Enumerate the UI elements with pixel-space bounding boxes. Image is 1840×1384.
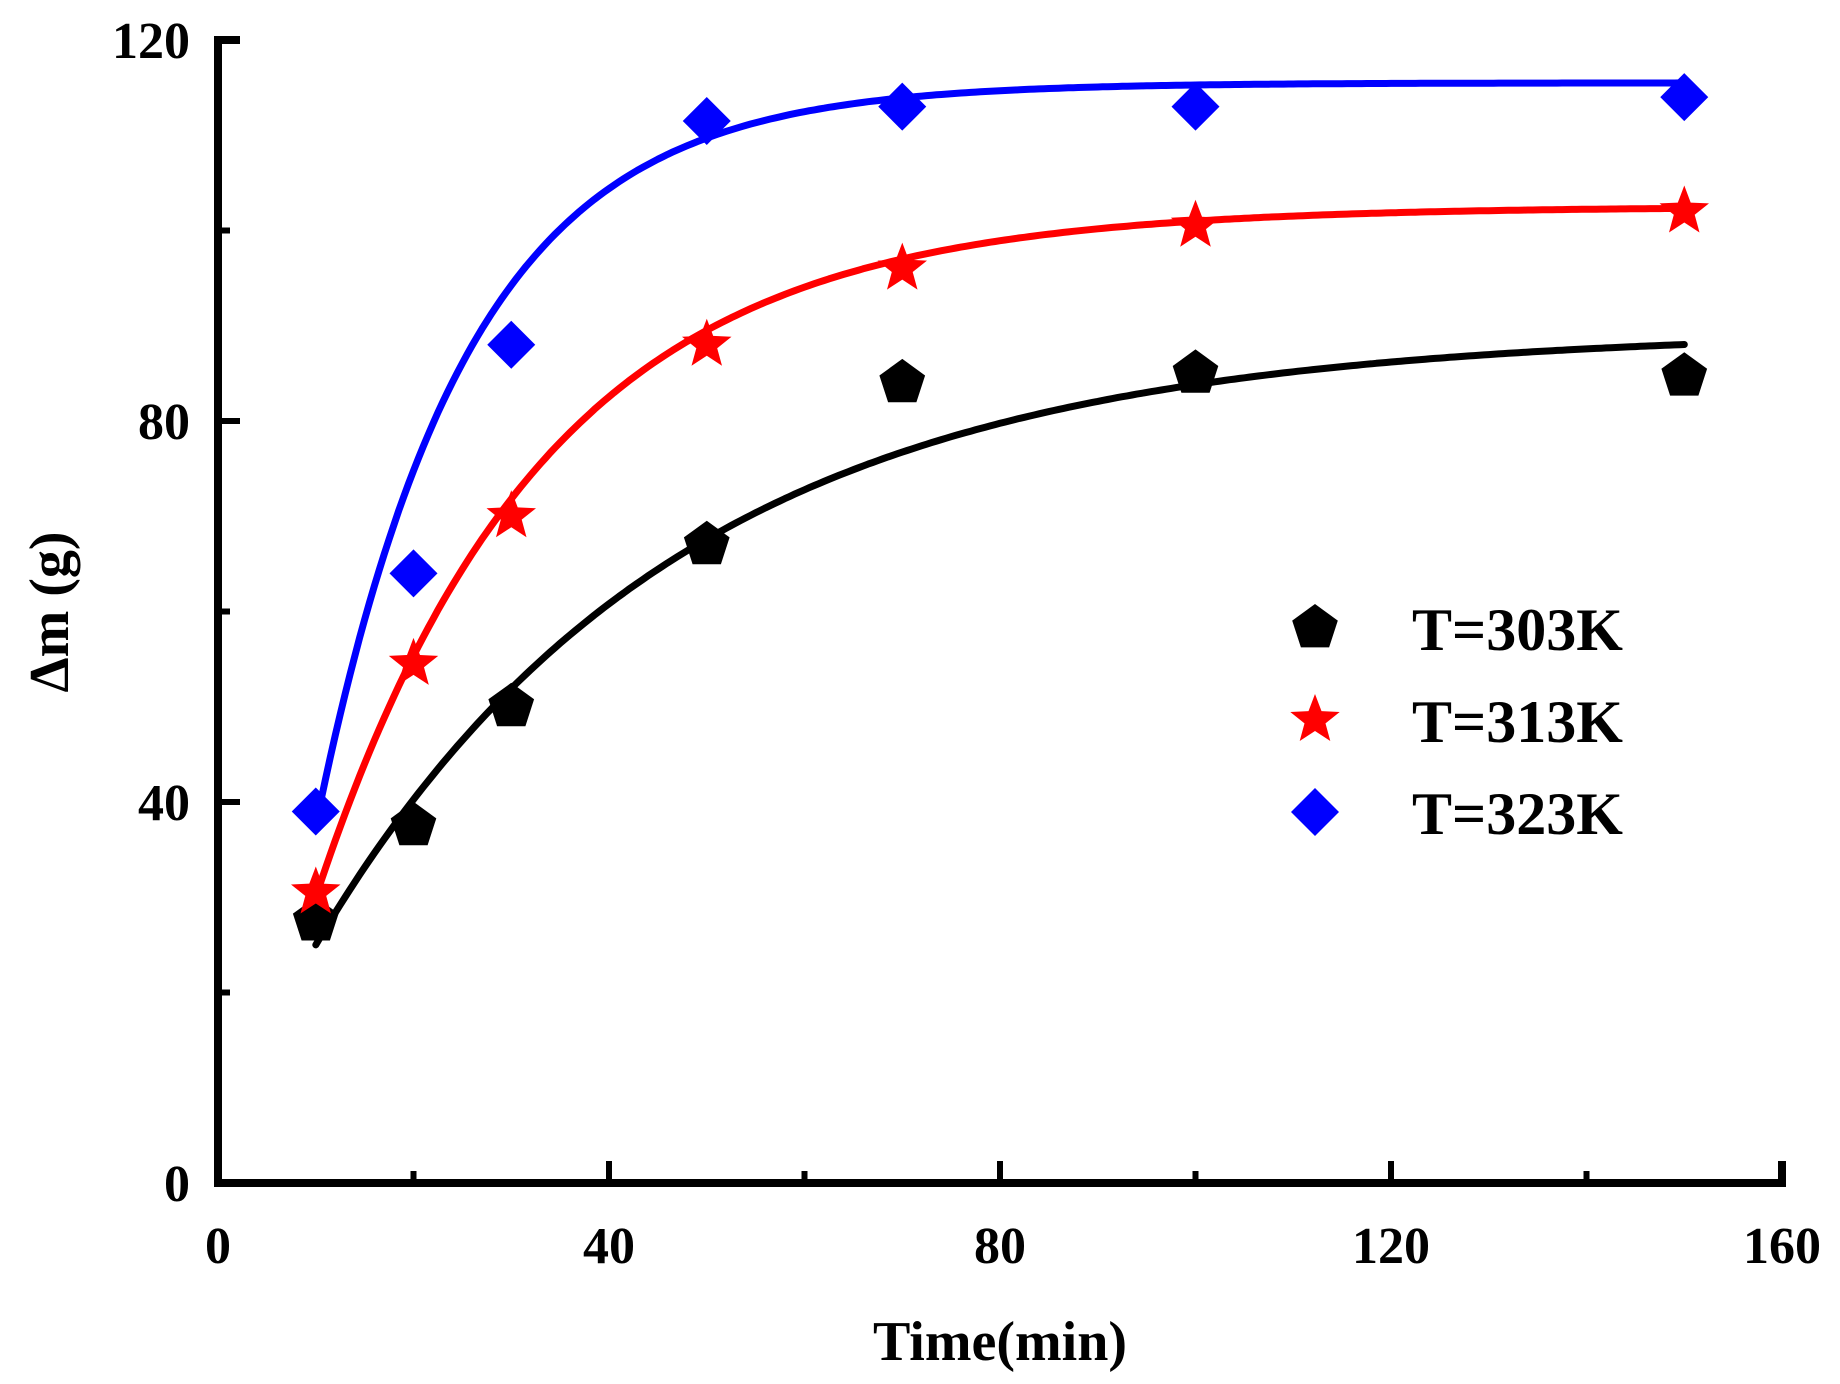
data-point-T=303K	[488, 682, 535, 727]
data-point-T=303K	[390, 801, 437, 846]
y-tick-label: 120	[112, 13, 190, 70]
fit-line-T=313K	[312, 204, 1688, 901]
y-tick-label: 80	[138, 394, 190, 451]
data-point-T=313K	[682, 318, 732, 366]
fit-line-T=303K	[312, 341, 1688, 949]
data-point-T=323K	[291, 787, 340, 836]
legend: T=303K T=313K T=323K	[1290, 597, 1623, 847]
fit-lines	[312, 79, 1688, 949]
legend-marker-T=313K	[1290, 694, 1340, 741]
x-axis-title: Time(min)	[873, 1311, 1127, 1373]
x-tick-label: 0	[205, 1218, 231, 1275]
x-tick-label: 80	[974, 1218, 1026, 1275]
tick-labels: 0 40 80 120 160 0 40 80 120	[112, 13, 1821, 1275]
data-point-T=323K	[487, 320, 536, 369]
data-point-T=313K	[291, 866, 341, 914]
data-point-T=323K	[1660, 73, 1709, 122]
y-tick-label: 40	[138, 775, 190, 832]
data-point-T=313K	[1659, 185, 1709, 233]
x-tick-label: 160	[1743, 1218, 1821, 1275]
data-point-T=323K	[878, 82, 927, 131]
ticks	[215, 37, 1785, 1186]
data-point-T=313K	[1170, 199, 1221, 247]
data-point-T=303K	[1661, 352, 1708, 396]
legend-label: T=323K	[1412, 781, 1623, 847]
data-point-T=323K	[389, 549, 438, 598]
data-point-T=313K	[877, 242, 927, 290]
data-point-T=313K	[388, 637, 439, 685]
data-point-T=313K	[486, 490, 536, 538]
y-tick-label: 0	[164, 1156, 190, 1213]
data-point-T=303K	[879, 358, 926, 403]
data-point-T=323K	[682, 96, 731, 145]
markers	[291, 73, 1709, 941]
y-axis-title: Δm (g)	[19, 531, 81, 692]
fit-line-T=323K	[312, 79, 1688, 830]
data-point-T=323K	[1171, 82, 1220, 131]
legend-label: T=303K	[1412, 597, 1623, 663]
data-point-T=303K	[292, 897, 339, 941]
legend-label: T=313K	[1412, 689, 1623, 755]
x-tick-label: 120	[1352, 1218, 1430, 1275]
data-point-T=303K	[683, 520, 730, 565]
legend-marker-T=303K	[1292, 604, 1338, 648]
data-point-T=303K	[1172, 349, 1219, 393]
legend-marker-T=323K	[1291, 788, 1339, 836]
x-tick-label: 40	[583, 1218, 635, 1275]
